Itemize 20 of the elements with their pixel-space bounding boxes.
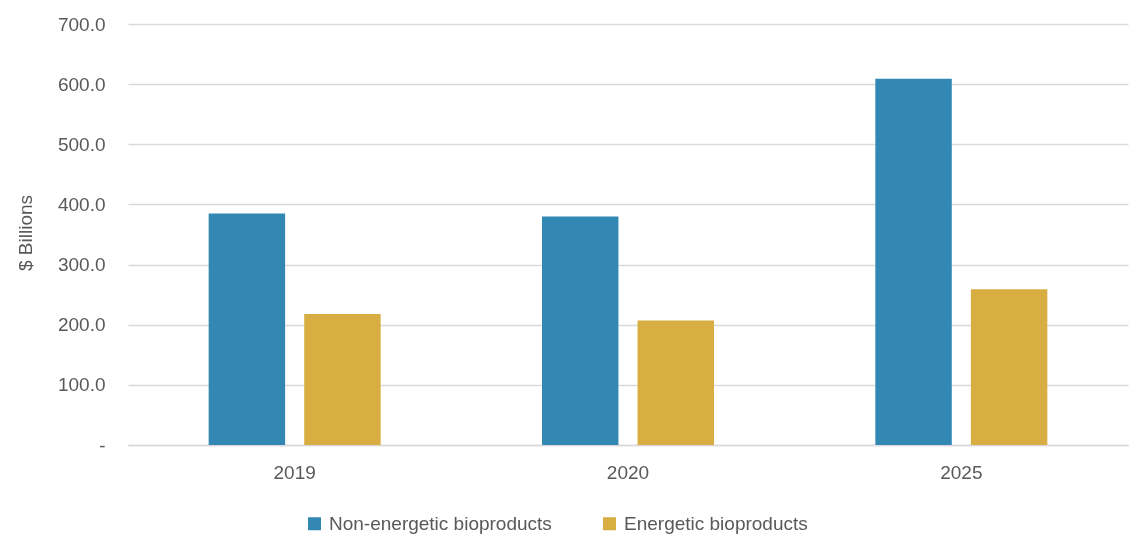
x-tick-label: 2019: [273, 461, 316, 483]
bar: [970, 289, 1048, 445]
legend-label: Non-energetic bioproducts: [329, 512, 552, 534]
y-tick-label: 600.0: [57, 73, 106, 95]
bar: [304, 313, 381, 445]
bar: [637, 320, 714, 445]
x-tick-label: 2020: [606, 461, 650, 483]
bar: [208, 213, 286, 445]
y-tick-label: 500.0: [57, 133, 106, 155]
bar: [542, 216, 619, 445]
y-tick-label: 700.0: [57, 13, 106, 35]
y-tick-label: 100.0: [57, 374, 106, 396]
y-tick-label: 300.0: [57, 254, 106, 276]
y-tick-label: 400.0: [57, 193, 106, 215]
x-tick-label: 2025: [940, 461, 983, 483]
bar: [875, 78, 952, 445]
legend-label: Energetic bioproducts: [624, 512, 808, 534]
y-tick-label: 200.0: [57, 314, 106, 336]
y-tick-label: -: [99, 434, 106, 456]
y-axis-title: $ Billions: [14, 194, 36, 272]
